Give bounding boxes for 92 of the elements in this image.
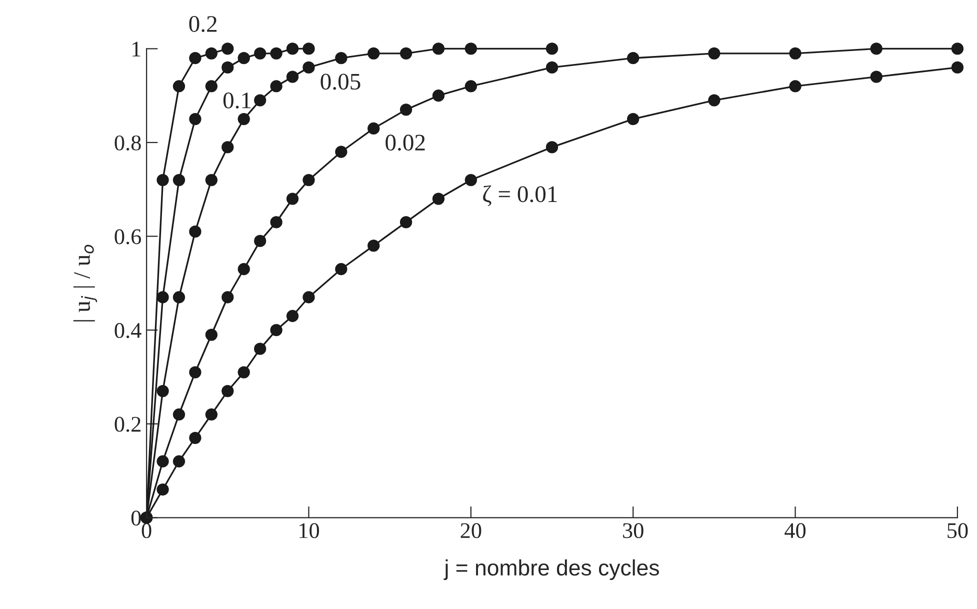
point (286, 310, 299, 322)
point (951, 61, 964, 74)
point (464, 174, 477, 186)
point (172, 455, 186, 468)
x-tick-label: 30 (623, 523, 644, 538)
point (789, 47, 802, 60)
y-tick-label: 0 (131, 510, 141, 526)
annotation: 0.05 (320, 74, 360, 90)
point (546, 61, 558, 74)
annotation: 0.2 (189, 16, 217, 32)
point (222, 291, 234, 304)
x-tick-label: 20 (460, 523, 482, 538)
point (302, 61, 315, 74)
point (238, 52, 250, 64)
point (302, 174, 315, 186)
point (286, 42, 299, 55)
point (156, 455, 169, 468)
point (270, 324, 282, 336)
point (205, 328, 218, 341)
point (172, 408, 186, 421)
point (627, 112, 640, 126)
point (400, 216, 412, 228)
point (270, 80, 282, 92)
point (205, 80, 218, 92)
y-tick-label: 0.6 (114, 229, 142, 244)
point (464, 42, 477, 55)
point (172, 291, 186, 304)
point (189, 226, 202, 238)
point (205, 174, 218, 186)
point (302, 42, 315, 55)
point (432, 42, 445, 55)
point (627, 52, 640, 64)
annotation: 0.1 (223, 92, 251, 109)
point (870, 70, 882, 83)
x-tick-label: 0 (142, 523, 152, 538)
x-tick-label: 10 (300, 523, 319, 538)
point (286, 70, 299, 83)
point (189, 112, 202, 126)
point (189, 366, 202, 378)
point (156, 483, 169, 496)
point (222, 42, 234, 55)
point (156, 291, 169, 304)
point (286, 192, 299, 205)
x-axis-title: j = nombre des cycles (444, 559, 659, 580)
y-axis-title: | u$_{j}$ | / u$_{o}$ (73, 244, 98, 322)
point (254, 234, 266, 248)
point (335, 263, 348, 276)
point (172, 80, 186, 92)
point (302, 291, 315, 304)
y-tick-label: 0.2 (114, 416, 140, 432)
point (270, 216, 282, 228)
point (189, 52, 202, 64)
point (205, 408, 218, 421)
point (400, 47, 412, 60)
point (464, 80, 477, 92)
point (708, 47, 720, 60)
point (546, 141, 558, 154)
point (870, 42, 882, 55)
point (335, 146, 348, 158)
point (789, 80, 802, 92)
point (205, 47, 218, 60)
point (335, 52, 348, 64)
point (222, 61, 234, 74)
annotation: ζ = 0.01 (483, 185, 557, 206)
point (254, 47, 266, 60)
x-tick-label: 50 (948, 523, 968, 538)
point (238, 112, 250, 126)
y-tick-label: 0.4 (114, 323, 142, 338)
y-tick-label: 1 (132, 42, 140, 56)
point (172, 174, 186, 186)
point (432, 192, 445, 205)
point (368, 47, 380, 60)
point (951, 42, 964, 55)
y-tick-label: 0.8 (114, 135, 141, 151)
x-tick-label: 40 (784, 523, 806, 538)
point (222, 384, 234, 398)
point (400, 104, 412, 116)
point (432, 90, 445, 102)
point (238, 263, 250, 276)
point (189, 432, 202, 444)
point (368, 240, 380, 252)
point (546, 42, 558, 55)
annotation: 0.02 (386, 134, 425, 151)
point (222, 141, 234, 154)
point (254, 94, 266, 106)
point (156, 174, 169, 186)
point (238, 366, 250, 378)
point (368, 122, 380, 135)
point (156, 384, 169, 398)
point (254, 342, 266, 355)
point (708, 94, 720, 106)
point (270, 47, 282, 60)
